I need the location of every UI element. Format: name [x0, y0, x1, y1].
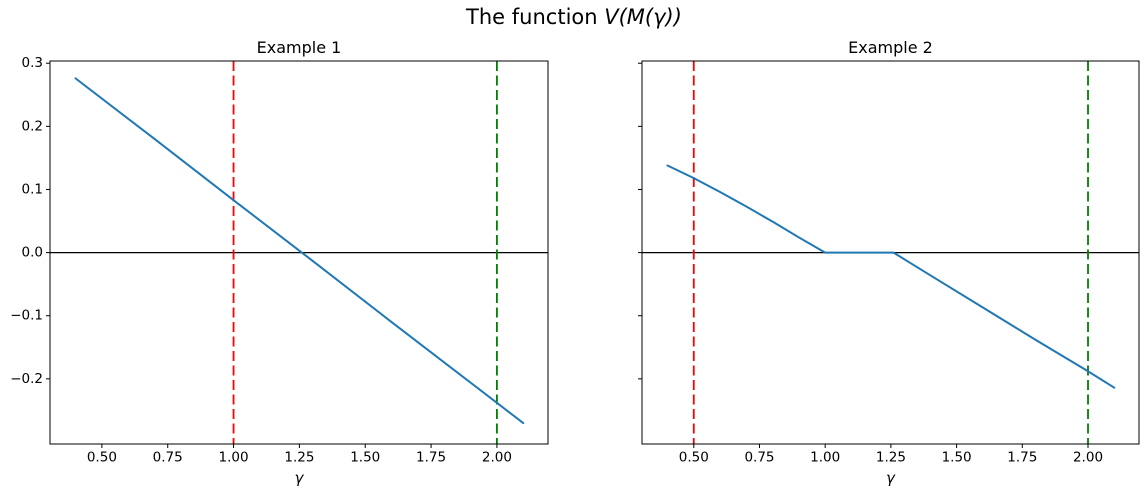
subplot2-title: Example 2: [848, 38, 933, 57]
x-tick-label: 1.25: [284, 450, 314, 466]
x-tick-label: 1.25: [876, 450, 906, 466]
x-tick-label: 0.75: [153, 450, 183, 466]
subplot1-xlabel: γ: [294, 469, 304, 487]
x-tick-label: 1.00: [810, 450, 840, 466]
x-tick-label: 2.00: [482, 450, 512, 466]
x-tick-label: 1.75: [1007, 450, 1037, 466]
y-tick-label: 0.2: [22, 118, 43, 134]
data-line: [666, 164, 1116, 389]
figure-title-math: V(M(γ)): [604, 5, 682, 29]
data-line: [74, 77, 525, 425]
y-tick-label: 0.0: [22, 245, 43, 261]
figure-title-text: The function: [466, 5, 605, 29]
y-tick-label: 0.3: [22, 55, 43, 71]
x-tick-label: 1.75: [416, 450, 446, 466]
x-tick-label: 1.50: [350, 450, 380, 466]
subplot1-title: Example 1: [256, 38, 342, 57]
x-tick-label: 0.50: [87, 450, 117, 466]
x-tick-label: 1.50: [942, 450, 972, 466]
y-tick-label: −0.2: [10, 371, 43, 387]
y-tick-label: 0.1: [22, 181, 43, 197]
x-tick-label: 0.50: [679, 450, 709, 466]
y-tick-label: −0.1: [10, 308, 43, 324]
x-tick-label: 2.00: [1073, 450, 1103, 466]
x-tick-label: 0.75: [744, 450, 774, 466]
figure-title: The function V(M(γ)): [0, 5, 1148, 29]
subplot2-xlabel: γ: [886, 469, 895, 487]
x-tick-label: 1.00: [219, 450, 249, 466]
